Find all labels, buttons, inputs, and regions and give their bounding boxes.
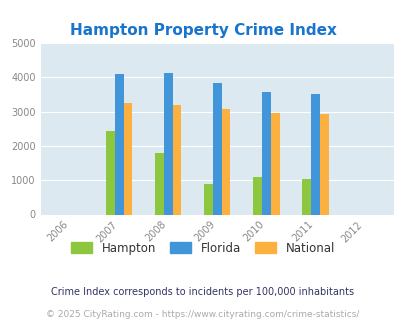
Text: © 2025 CityRating.com - https://www.cityrating.com/crime-statistics/: © 2025 CityRating.com - https://www.city… (46, 310, 359, 319)
Bar (155, 153, 163, 214)
Bar (270, 113, 279, 214)
Bar (123, 103, 132, 214)
Bar (203, 184, 212, 214)
Bar (212, 83, 221, 214)
Bar (252, 177, 261, 215)
Bar (172, 105, 181, 214)
Bar (310, 94, 319, 214)
Bar (319, 114, 328, 214)
Bar (114, 75, 123, 214)
Bar (301, 180, 310, 214)
Bar (221, 110, 230, 214)
Legend: Hampton, Florida, National: Hampton, Florida, National (66, 237, 339, 259)
Text: Hampton Property Crime Index: Hampton Property Crime Index (69, 23, 336, 38)
Bar (106, 131, 114, 214)
Bar (163, 73, 172, 214)
Bar (261, 92, 270, 214)
Text: Crime Index corresponds to incidents per 100,000 inhabitants: Crime Index corresponds to incidents per… (51, 287, 354, 297)
